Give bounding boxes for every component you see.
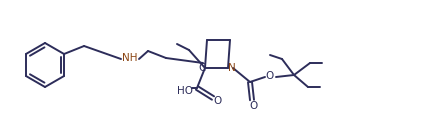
Text: N: N [228, 63, 236, 73]
Text: C: C [198, 63, 206, 73]
Text: O: O [266, 71, 274, 81]
Text: O: O [214, 96, 222, 106]
Text: HO: HO [177, 86, 193, 96]
Text: O: O [249, 101, 257, 111]
Text: NH: NH [122, 53, 138, 63]
